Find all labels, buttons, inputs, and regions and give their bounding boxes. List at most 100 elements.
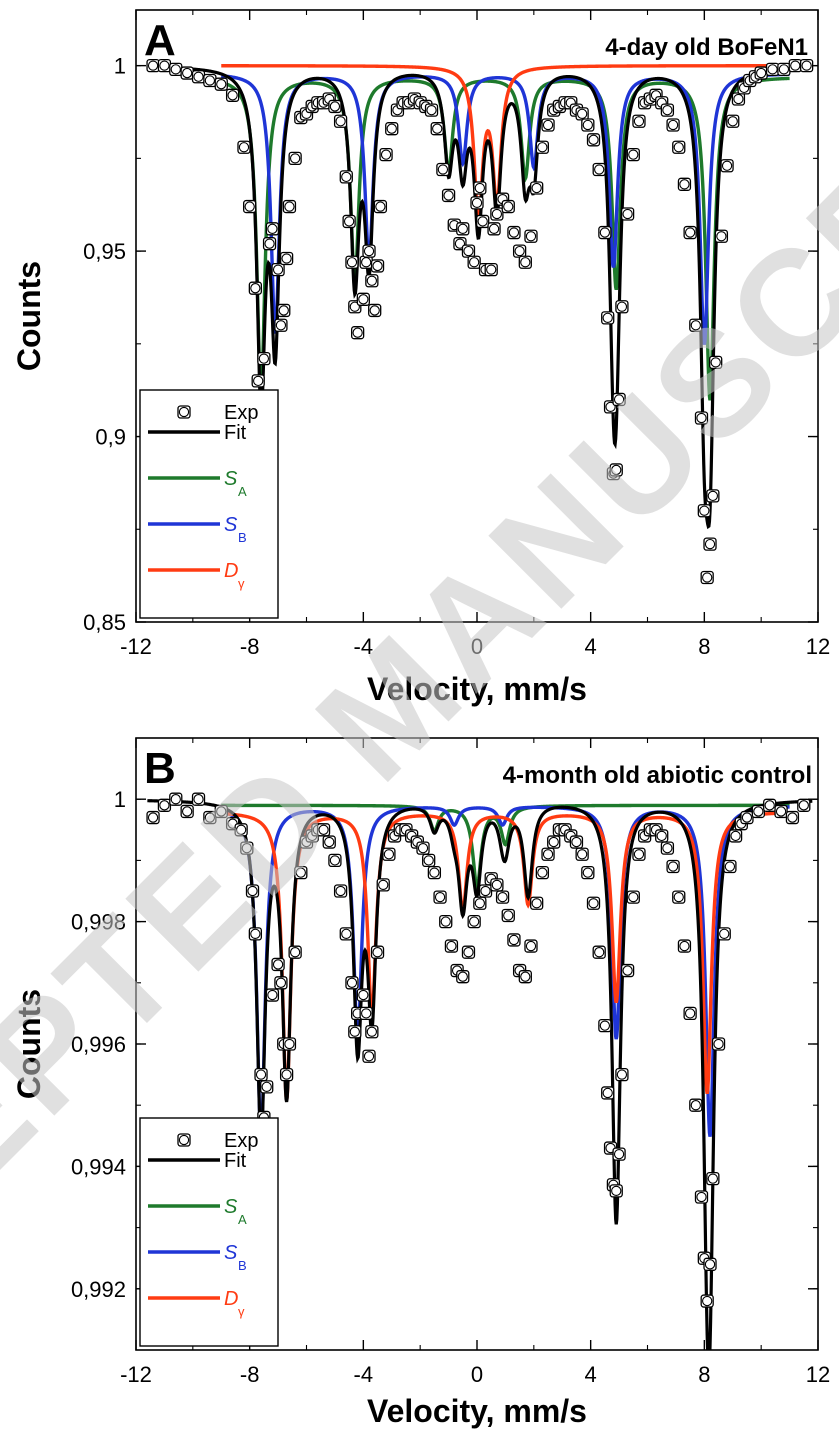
legend-box (139, 1117, 279, 1347)
x-tick-label: 12 (806, 1362, 830, 1387)
legend-marker-dot (178, 406, 190, 418)
legend-subscript: A (238, 484, 247, 499)
exp-point (329, 101, 341, 112)
exp-point (474, 182, 485, 194)
exp-point (719, 928, 730, 939)
y-tick-label: 0,998 (71, 910, 126, 935)
exp-point (289, 153, 301, 164)
exp-point (576, 108, 588, 120)
exp-point (349, 1026, 360, 1037)
exp-point (358, 989, 369, 1001)
exp-point (170, 794, 181, 805)
legend-subscript: B (238, 530, 247, 545)
exp-point (378, 879, 389, 891)
exp-point (181, 67, 193, 79)
x-tick-label: 4 (585, 1362, 597, 1387)
exp-point (267, 223, 278, 234)
exp-point (582, 119, 593, 131)
exp-point (361, 257, 372, 268)
exp-point (457, 971, 468, 982)
exp-point (514, 245, 525, 257)
legend-box (139, 389, 279, 619)
x-axis-label-a: Velocity, mm/s (367, 671, 587, 707)
exp-point (264, 238, 275, 249)
exp-point (463, 245, 474, 257)
exp-point (437, 164, 449, 175)
exp-point (690, 1100, 701, 1111)
exp-point (679, 940, 690, 952)
component-curve-sa (221, 803, 790, 890)
x-tick-label: 0 (471, 1362, 483, 1387)
exp-point (588, 134, 599, 145)
panel-a: -12 -8 -4 0 4 8 12 0,85 0,9 0,95 1 A 4-day old BoF… (11, 9, 830, 707)
exp-point (571, 836, 582, 848)
y-tick-label: 0,996 (71, 1032, 126, 1057)
exp-point (469, 916, 480, 927)
exp-point (216, 806, 227, 817)
exp-point (363, 245, 375, 257)
axis-ticks-b: -12 -8 -4 0 4 8 12 0,992 0,994 0,996 0,998 1 (71, 738, 830, 1387)
exp-point (318, 824, 329, 835)
exp-point (480, 885, 491, 897)
exp-point (710, 357, 721, 368)
legend-subscript: γ (238, 1304, 245, 1319)
exp-point (531, 898, 542, 909)
panel-label-b: B (144, 744, 176, 793)
exp-point (548, 836, 559, 848)
exp-point (372, 947, 383, 958)
y-tick-label: 1 (114, 54, 126, 79)
exp-point (525, 940, 537, 952)
exp-point (474, 898, 485, 909)
exp-point (375, 201, 386, 212)
exp-point (707, 490, 719, 502)
y-axis-label-a: Counts (11, 261, 47, 371)
exp-point (204, 75, 216, 86)
component-curve-sb (220, 805, 790, 1137)
exp-point (255, 1069, 267, 1080)
y-tick-label: 0,994 (71, 1154, 126, 1179)
x-tick-label: -12 (120, 1362, 152, 1387)
x-tick-label: 0 (471, 634, 483, 659)
exp-point (594, 947, 605, 958)
exp-point (602, 312, 613, 324)
exp-points-a (146, 58, 814, 585)
exp-point (662, 104, 673, 116)
component-curves-b (220, 803, 790, 1137)
exp-point (284, 201, 295, 212)
exp-point (417, 843, 429, 854)
exp-point (733, 93, 744, 105)
exp-point (380, 149, 392, 160)
exp-point (181, 806, 193, 817)
exp-point (247, 885, 258, 897)
exp-point (463, 947, 474, 958)
exp-point (628, 891, 639, 903)
exp-point (724, 861, 736, 872)
exp-point (275, 977, 287, 988)
exp-point (704, 1259, 716, 1270)
exp-point (690, 320, 701, 331)
exp-point (576, 849, 588, 860)
exp-point (261, 1081, 272, 1092)
exp-point (278, 305, 289, 316)
legend-label: D (224, 560, 238, 582)
exp-point (159, 800, 170, 811)
exp-point (537, 142, 548, 153)
exp-point (341, 171, 352, 183)
exp-point (764, 800, 775, 811)
exp-point (341, 928, 352, 939)
exp-point (508, 227, 520, 238)
component-curve-d (221, 811, 790, 1101)
exp-point (369, 305, 380, 316)
exp-point (440, 916, 451, 927)
exp-point (684, 227, 696, 238)
x-tick-label: 12 (806, 634, 830, 659)
exp-point (613, 394, 625, 405)
exp-point (599, 1020, 611, 1031)
exp-point (471, 197, 483, 209)
exp-point (633, 116, 645, 127)
exp-point (295, 867, 306, 878)
exp-point (801, 60, 812, 71)
exp-point (662, 843, 673, 854)
exp-point (679, 179, 690, 190)
exp-point (696, 1191, 707, 1203)
